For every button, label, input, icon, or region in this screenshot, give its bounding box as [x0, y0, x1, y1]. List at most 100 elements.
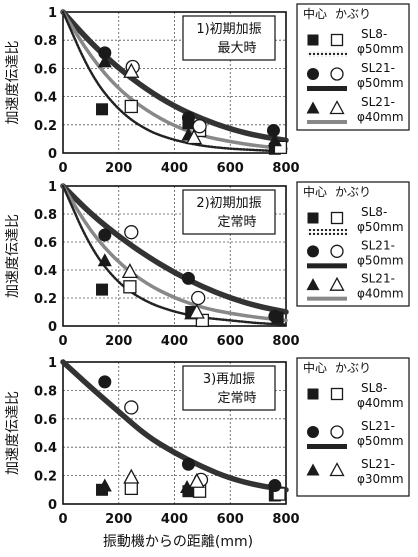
legend-label: φ50mm: [357, 434, 404, 448]
x-axis-label: 振動機からの距離(mm): [103, 533, 253, 550]
legend-header-center: 中心: [303, 360, 327, 375]
legend-line-dotted: [307, 51, 347, 57]
x-tick-label: 0: [58, 334, 67, 349]
legend-label: SL21-: [361, 457, 395, 471]
fit-curve-gray: [61, 184, 288, 323]
legend-marker-triangle-open: [329, 276, 345, 291]
data-point-circle-filled: [266, 123, 280, 137]
data-point-square-filled: [96, 283, 109, 296]
data-point-triangle-open: [188, 472, 205, 488]
legend-marker-triangle-filled: [306, 463, 320, 476]
legend-line-solid: [307, 263, 347, 269]
legend-label: SL21-: [361, 419, 395, 433]
x-tick-label: 800: [272, 334, 299, 349]
y-tick-label: 1: [48, 356, 57, 371]
y-tick-label: 0: [48, 498, 57, 513]
fit-curve-solid: [60, 9, 289, 144]
y-axis-label: 加速度伝達比: [5, 214, 21, 298]
data-point-circle-open: [192, 119, 207, 134]
legend-label: φ50mm: [357, 220, 404, 234]
data-point-triangle-filled: [180, 479, 195, 493]
legend-label: SL21-: [361, 61, 395, 75]
x-tick-label: 200: [105, 334, 132, 349]
x-tick-label: 600: [217, 512, 244, 527]
y-tick-label: 0.4: [34, 91, 57, 106]
legend-header-cover: かぶり: [335, 185, 371, 199]
y-tick-label: 0.2: [34, 292, 57, 307]
x-tick-label: 0: [58, 512, 67, 527]
legend-marker-circle-open: [330, 244, 344, 258]
legend-box: [296, 3, 410, 131]
legend-label: φ50mm: [357, 42, 404, 56]
legend-header-cover: かぶり: [335, 361, 371, 375]
fit-curve-solid: [60, 183, 289, 315]
x-tick-label: 200: [105, 512, 132, 527]
data-point-circle-open: [124, 225, 139, 240]
fit-curve-solid: [60, 359, 289, 493]
data-point-square-open: [124, 481, 138, 496]
x-tick-label: 400: [161, 512, 188, 527]
y-tick-label: 0.2: [34, 470, 57, 485]
legend-marker-square-open: [330, 211, 344, 225]
legend-label: SL21-: [361, 238, 395, 252]
legend-label: SL21-: [361, 95, 395, 109]
y-axis-label: 加速度伝達比: [5, 391, 21, 475]
annotation-text: 2)初期加振: [196, 196, 261, 211]
data-point-circle-open: [191, 290, 206, 306]
data-point-square-open: [123, 280, 137, 294]
legend-marker-triangle-filled: [306, 101, 320, 114]
data-point-circle-filled: [98, 46, 112, 60]
data-point-triangle-open: [123, 62, 140, 78]
annotation-box: [182, 15, 276, 61]
legend-label: φ50mm: [357, 76, 404, 90]
fit-curve-gray: [61, 10, 288, 151]
y-tick-label: 0.8: [34, 384, 57, 399]
y-tick-label: 0.6: [34, 236, 57, 251]
data-point-square-filled: [96, 103, 109, 116]
legend-line-solid: [307, 444, 347, 449]
annotation-box: [182, 189, 276, 235]
legend-header-center: 中心: [303, 6, 327, 21]
annotation-text: 定常時: [217, 215, 256, 230]
chart-panel-1: 0 0.2 0.4 0.6 0.8 1 0 200 400 600 800 加速度伝達比 1)初期加振最…: [5, 3, 410, 176]
legend-marker-square-filled: [307, 212, 319, 224]
legend-label: SL8-: [361, 205, 387, 219]
fit-curve-dotted: [61, 184, 288, 326]
data-point-circle-filled: [98, 228, 112, 242]
y-tick-label: 0.4: [34, 264, 57, 279]
data-point-circle-filled: [268, 309, 282, 323]
data-point-triangle-open: [123, 468, 140, 484]
legend-label: φ40mm: [357, 287, 404, 301]
legend-marker-square-filled: [307, 388, 319, 400]
annotation-text: 最大時: [217, 41, 256, 56]
annotation-text: 3)再加振: [203, 372, 255, 387]
legend-marker-circle-filled: [307, 68, 319, 80]
legend-marker-circle-filled: [307, 426, 319, 438]
x-tick-label: 400: [161, 334, 188, 349]
legend-label: φ40mm: [357, 110, 404, 124]
legend-marker-circle-open: [330, 425, 344, 439]
legend-header-cover: かぶり: [335, 7, 371, 21]
y-tick-label: 0.6: [34, 413, 57, 428]
data-point-circle-filled: [181, 271, 195, 285]
x-tick-label: 0: [58, 161, 67, 176]
legend-label: φ30mm: [357, 472, 404, 486]
legend-marker-circle-filled: [307, 245, 319, 258]
y-tick-label: 1: [48, 180, 57, 195]
annotation-text: 定常時: [217, 391, 256, 406]
data-point-triangle-filled: [97, 253, 112, 267]
data-point-circle-filled: [181, 111, 195, 125]
x-tick-label: 800: [272, 161, 299, 176]
data-point-circle-filled: [268, 479, 282, 493]
legend-marker-triangle-open: [329, 462, 345, 477]
y-tick-label: 1: [48, 6, 57, 21]
y-tick-label: 0.4: [34, 441, 57, 456]
plot-frame: [62, 11, 287, 154]
legend-marker-square-open: [330, 387, 344, 401]
data-point-square-open: [124, 99, 138, 114]
y-tick-label: 0.8: [34, 34, 57, 49]
annotation-box: [182, 365, 276, 411]
